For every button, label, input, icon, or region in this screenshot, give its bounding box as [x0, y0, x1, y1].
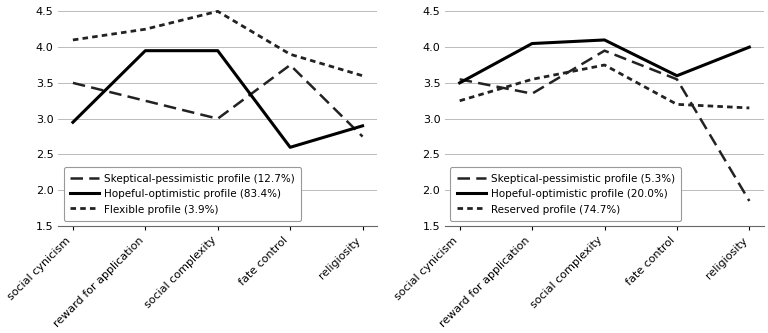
Legend: Skeptical-pessimistic profile (5.3%), Hopeful-optimistic profile (20.0%), Reserv: Skeptical-pessimistic profile (5.3%), Ho…	[450, 167, 681, 221]
Legend: Skeptical-pessimistic profile (12.7%), Hopeful-optimistic profile (83.4%), Flexi: Skeptical-pessimistic profile (12.7%), H…	[64, 167, 301, 221]
